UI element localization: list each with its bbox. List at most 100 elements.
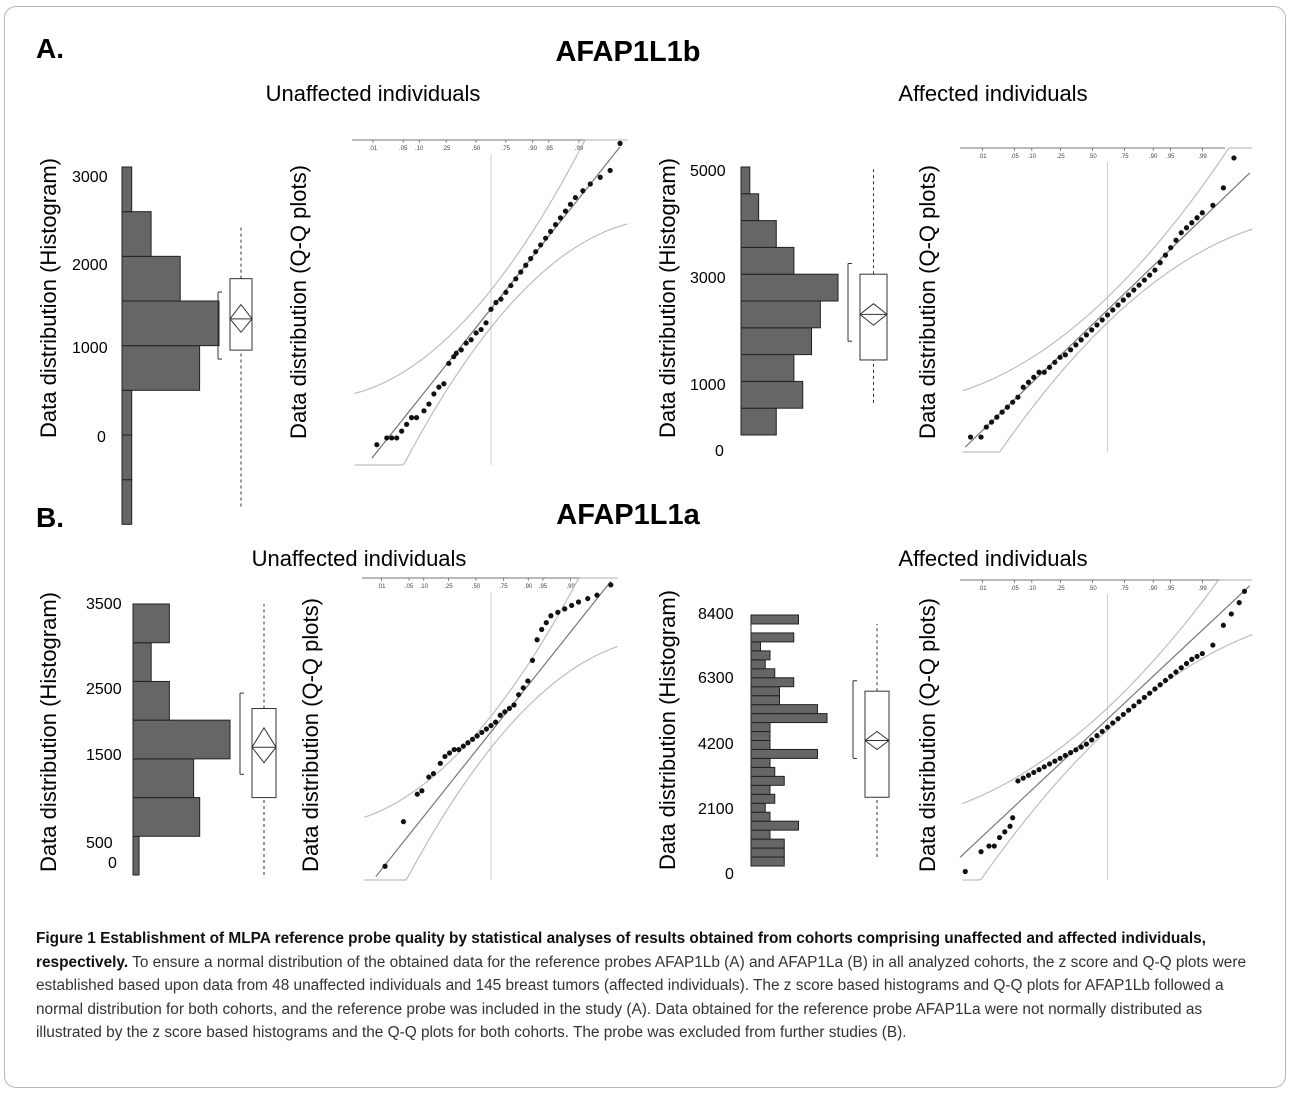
hist-bar-5 — [132, 642, 152, 682]
qq-point-23 — [516, 692, 522, 698]
qq-point-26 — [1110, 720, 1116, 726]
qq-point-27 — [1115, 716, 1121, 722]
qq-point-8 — [1015, 778, 1021, 784]
qq-point-11 — [1031, 769, 1037, 776]
qq-point-25 — [1104, 724, 1111, 730]
qq-prob-label-2: .10 — [420, 584, 429, 590]
qq-point-2 — [389, 435, 395, 441]
qq-prob-label-3: .25 — [442, 146, 451, 152]
figure-frame — [4, 6, 1286, 1088]
qq-prob-label-1: .05 — [399, 146, 408, 152]
qq-point-0 — [962, 868, 968, 875]
qq-prob-label-2: .10 — [1028, 154, 1037, 160]
hist-bar-1 — [750, 847, 785, 858]
qq-point-14 — [1046, 364, 1053, 370]
hist-bar-6 — [121, 211, 152, 257]
hist-bar-6 — [740, 246, 795, 275]
qq-point-6 — [408, 415, 415, 421]
qq-ylabel-a-unaffected: Data distribution (Q-Q plots) — [286, 165, 311, 439]
hist-bar-1 — [740, 380, 804, 409]
qq-point-7 — [1010, 815, 1016, 821]
qq-point-16 — [458, 347, 464, 353]
hist-bar-19 — [750, 686, 780, 697]
qq-prob-label-8: .99 — [575, 146, 584, 152]
qq-point-37 — [1168, 673, 1174, 679]
qq-prob-label-6: .90 — [529, 146, 538, 152]
qq-point-15 — [453, 350, 459, 356]
qq-point-11 — [460, 743, 466, 749]
cohort-title-a-affected: Affected individuals — [898, 81, 1087, 106]
qq-prob-label-1: .05 — [405, 584, 414, 590]
qq-point-17 — [1062, 352, 1068, 358]
qq-fit-line — [959, 585, 1251, 858]
panel-letter-b: B. — [36, 502, 64, 533]
qq-prob-label-0: .01 — [978, 154, 987, 160]
qq-point-0 — [967, 434, 974, 440]
hist-bar-7 — [740, 220, 777, 248]
hist-ylabel-b-affected: Data distribution (Histogram) — [655, 590, 680, 870]
tick-b-affected-6300: 6300 — [698, 670, 734, 687]
hist-bar-11 — [750, 757, 771, 768]
hist-bar-7 — [121, 166, 133, 213]
qq-point-31 — [1136, 699, 1142, 705]
qq-point-34 — [1152, 267, 1158, 273]
qq-fit-line — [375, 581, 612, 877]
hist-bar-18 — [750, 695, 780, 706]
mean-diamond — [229, 303, 253, 334]
qq-point-25 — [525, 678, 531, 684]
chart-b-unaffected: .01 .05 .10 .25 .50 .75 .90 .95 .99 — [132, 577, 618, 881]
qq-point-10 — [1025, 379, 1032, 385]
qq-point-1 — [384, 435, 390, 441]
qq-prob-label-5: .75 — [1120, 154, 1129, 160]
qq-point-29 — [1125, 707, 1132, 713]
qq-prob-label-2: .10 — [1028, 586, 1037, 592]
hist-bar-9 — [740, 166, 751, 195]
qq-point-5 — [1002, 829, 1008, 835]
qq-point-42 — [1194, 215, 1200, 221]
hist-bar-1 — [132, 797, 201, 837]
hist-bar-8 — [740, 193, 760, 222]
qq-point-15 — [1052, 758, 1058, 764]
qq-point-42 — [1194, 653, 1200, 660]
qq-point-44 — [617, 140, 623, 146]
qq-point-30 — [548, 613, 554, 619]
qq-point-20 — [502, 709, 508, 715]
qq-prob-label-8: .99 — [1198, 586, 1207, 592]
qq-point-32 — [1141, 277, 1147, 283]
qq-point-1 — [978, 434, 984, 440]
qq-point-34 — [1152, 686, 1158, 692]
qq-prob-label-4: .50 — [472, 584, 481, 590]
cohort-title-b-unaffected: Unaffected individuals — [252, 546, 467, 571]
qq-point-11 — [436, 384, 442, 390]
qq-point-23 — [1094, 733, 1100, 739]
hist-bar-24 — [750, 641, 761, 652]
qq-point-13 — [1041, 764, 1047, 770]
tick-b-unaffected-2500: 2500 — [86, 681, 122, 698]
qq-point-46 — [1231, 155, 1237, 161]
qq-point-26 — [529, 657, 536, 663]
panel-letter-a: A. — [36, 33, 64, 64]
qq-point-28 — [1120, 297, 1126, 303]
qq-point-3 — [989, 419, 995, 425]
hist-bar-20 — [750, 677, 795, 688]
qq-point-17 — [488, 722, 494, 729]
mean-diamond — [251, 726, 277, 764]
qq-point-44 — [1210, 202, 1216, 208]
qq-prob-label-5: .75 — [502, 146, 511, 152]
cohort-title-a-unaffected: Unaffected individuals — [266, 81, 481, 106]
qq-point-31 — [1136, 282, 1142, 288]
qq-point-24 — [498, 296, 504, 302]
tick-a-affected-0: 0 — [715, 443, 724, 460]
qq-point-37 — [562, 208, 569, 214]
qq-point-40 — [580, 188, 586, 194]
hist-bar-1 — [121, 434, 133, 481]
hist-bar-6 — [132, 603, 170, 644]
qq-point-21 — [483, 320, 489, 326]
tick-b-unaffected-3500: 3500 — [86, 596, 122, 613]
qq-point-18 — [1068, 750, 1074, 756]
hist-bar-14 — [750, 731, 771, 741]
qq-point-12 — [465, 740, 471, 746]
qq-prob-label-4: .50 — [472, 146, 481, 152]
qq-point-9 — [1020, 775, 1026, 781]
qq-point-5 — [404, 421, 410, 427]
